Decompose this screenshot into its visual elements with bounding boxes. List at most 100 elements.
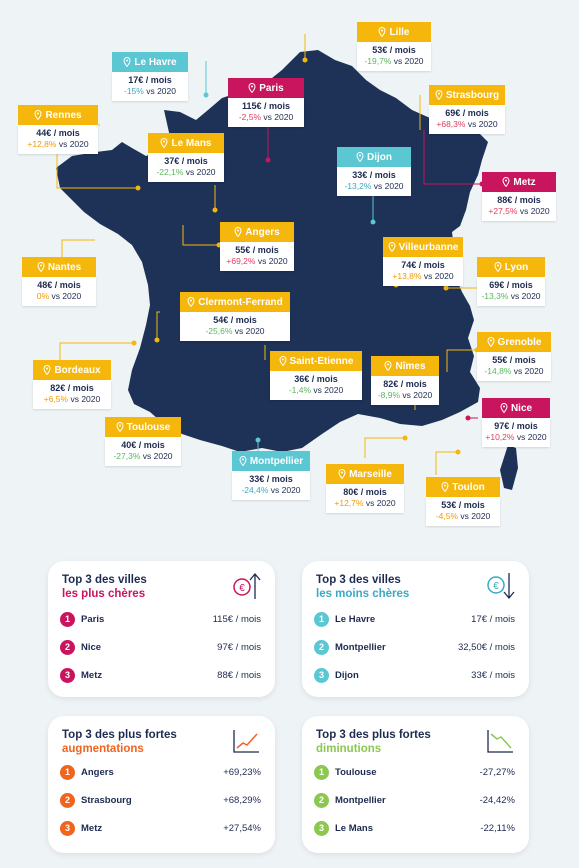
row-city: Toulouse — [335, 766, 377, 778]
row-value: 88€ / mois — [217, 669, 261, 681]
city-change: -19,7% — [364, 56, 392, 66]
city-vs: vs 2020 — [70, 394, 101, 404]
city-card-grenoble: Grenoble 55€ / mois -14,8% vs 2020 — [477, 332, 551, 381]
city-name: Angers — [245, 226, 280, 238]
panel-row: 3 Metz 88€ / mois — [60, 666, 261, 684]
city-change: +12,7% — [334, 498, 364, 508]
city-card-bordeaux: Bordeaux 82€ / mois +6,5% vs 2020 — [33, 360, 111, 409]
city-vs: vs 2020 — [146, 86, 176, 96]
panel-most-expensive: Top 3 des villes les plus chères € 1 Paris… — [48, 561, 275, 697]
panel-title: Top 3 des plus fortes — [62, 729, 177, 741]
panel-row: 2 Montpellier 32,50€ / mois — [314, 638, 515, 656]
city-vs: vs 2020 — [516, 432, 547, 442]
panel-row: 1 Le Havre 17€ / mois — [314, 610, 515, 628]
rank-badge: 3 — [60, 820, 75, 836]
pin-icon — [487, 337, 495, 347]
city-price: 88€ / mois — [497, 195, 541, 205]
rank-badge: 1 — [60, 764, 75, 780]
city-vs: vs 2020 — [263, 112, 294, 122]
panel-row: 3 Metz +27,54% — [60, 819, 261, 837]
city-change: -25,6% — [205, 326, 233, 336]
city-vs: vs 2020 — [365, 498, 396, 508]
city-name: Lille — [389, 26, 410, 38]
city-name: Toulouse — [126, 421, 171, 433]
city-name: Le Havre — [134, 56, 177, 68]
panel-title: Top 3 des villes — [62, 574, 147, 586]
row-value: 97€ / mois — [217, 641, 261, 653]
city-card-lille: Lille 53€ / mois -19,7% vs 2020 — [357, 22, 431, 71]
city-name: Nîmes — [395, 360, 426, 372]
rank-badge: 3 — [60, 667, 75, 683]
city-change: 0% — [36, 291, 50, 301]
city-card-nice: Nice 97€ / mois +10,2% vs 2020 — [482, 398, 550, 447]
city-vs: vs 2020 — [519, 206, 550, 216]
city-name: Clermont-Ferrand — [198, 296, 283, 308]
row-city: Le Havre — [335, 613, 376, 625]
pin-icon — [37, 262, 45, 272]
city-vs: vs 2020 — [142, 451, 173, 461]
row-city: Paris — [81, 613, 105, 625]
row-city: Dijon — [335, 669, 359, 681]
city-vs: vs 2020 — [234, 326, 265, 336]
svg-text:€: € — [493, 581, 499, 592]
euro-down-icon: € — [487, 573, 515, 600]
city-price: 40€ / mois — [121, 440, 165, 450]
city-name: Dijon — [367, 151, 392, 163]
city-change: -8,9% — [377, 390, 401, 400]
panel-row: 2 Nice 97€ / mois — [60, 638, 261, 656]
city-name: Saint-Etienne — [289, 355, 354, 367]
city-vs: vs 2020 — [51, 291, 82, 301]
city-change: -15% — [124, 86, 144, 96]
city-price: 53€ / mois — [372, 45, 416, 55]
city-name: Marseille — [349, 468, 392, 480]
svg-text:€: € — [239, 583, 245, 594]
city-price: 53€ / mois — [441, 500, 485, 510]
panel-row: 3 Dijon 33€ / mois — [314, 666, 515, 684]
panel-biggest-decreases: Top 3 des plus fortes diminutions 1 Toulou… — [302, 716, 529, 853]
row-value: +69,23% — [223, 766, 261, 778]
city-vs: vs 2020 — [393, 56, 424, 66]
city-price: 82€ / mois — [383, 379, 427, 389]
city-card-rennes: Rennes 44€ / mois +12,8% vs 2020 — [18, 105, 98, 154]
city-price: 44€ / mois — [36, 128, 80, 138]
city-change: -27,3% — [113, 451, 141, 461]
city-card-saint-etienne: Saint-Etienne 36€ / mois -1,4% vs 2020 — [270, 351, 362, 400]
city-card-paris: Paris 115€ / mois -2,5% vs 2020 — [228, 78, 304, 127]
panel-title: Top 3 des villes — [316, 574, 401, 586]
panel-subtitle: augmentations — [62, 743, 144, 755]
panel-subtitle: diminutions — [316, 743, 382, 755]
panel-title: Top 3 des plus fortes — [316, 729, 431, 741]
city-change: +27,5% — [488, 206, 518, 216]
rank-badge: 1 — [314, 764, 329, 780]
pin-icon — [116, 422, 124, 432]
city-change: +6,5% — [43, 394, 69, 404]
rank-badge: 2 — [314, 639, 329, 655]
row-city: Montpellier — [335, 794, 386, 806]
pin-icon — [378, 27, 386, 37]
pin-icon — [502, 177, 510, 187]
euro-up-icon: € — [233, 572, 261, 599]
city-name: Montpellier — [249, 455, 304, 467]
city-vs: vs 2020 — [402, 390, 433, 400]
city-card-le-havre: Le Havre 17€ / mois -15% vs 2020 — [112, 52, 188, 101]
city-change: +68,3% — [436, 119, 466, 129]
row-city: Montpellier — [335, 641, 386, 653]
panel-row: 2 Strasbourg +68,29% — [60, 791, 261, 809]
city-name: Nice — [510, 402, 533, 414]
pin-icon — [234, 227, 242, 237]
pin-icon — [34, 110, 42, 120]
row-city: Strasbourg — [81, 794, 132, 806]
row-city: Metz — [81, 822, 103, 834]
chart-up-icon — [233, 730, 259, 753]
city-card-nantes: Nantes 48€ / mois 0% vs 2020 — [22, 257, 96, 306]
city-card-le-mans: Le Mans 37€ / mois -22,1% vs 2020 — [148, 133, 224, 182]
pin-icon — [435, 90, 443, 100]
pin-icon — [43, 365, 51, 375]
rank-badge: 1 — [60, 611, 75, 627]
city-vs: vs 2020 — [185, 167, 216, 177]
city-name: Bordeaux — [54, 364, 101, 376]
pin-icon — [279, 356, 287, 366]
city-card-toulon: Toulon 53€ / mois -4,5% vs 2020 — [426, 477, 500, 526]
rank-badge: 2 — [60, 792, 75, 808]
row-value: -27,27% — [479, 766, 515, 778]
